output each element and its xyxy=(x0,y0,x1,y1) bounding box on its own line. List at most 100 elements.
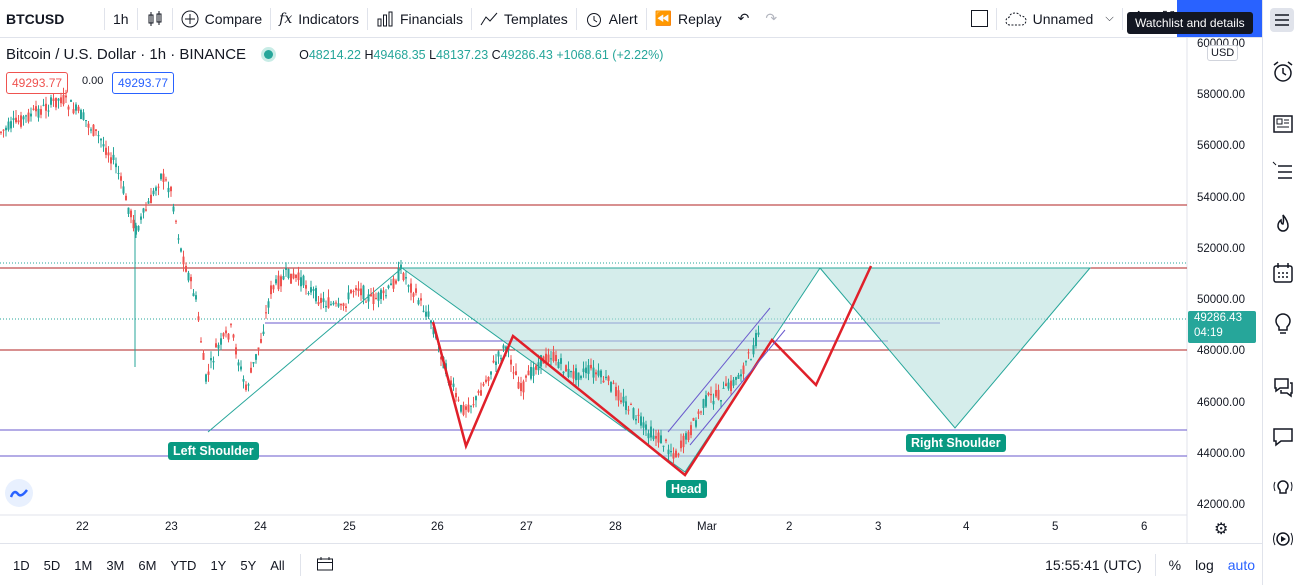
buy-price[interactable]: 49293.77 xyxy=(112,72,175,94)
compare-button[interactable]: Compare xyxy=(173,0,271,37)
divider xyxy=(270,7,272,30)
candle-body xyxy=(197,316,200,321)
lightbulb-icon[interactable] xyxy=(1272,313,1294,335)
chart-type-button[interactable] xyxy=(138,0,172,37)
candle-body xyxy=(747,352,750,354)
candle-body xyxy=(145,209,147,211)
open-key: O xyxy=(299,47,309,62)
currency-label[interactable]: USD xyxy=(1207,45,1239,61)
candle-body xyxy=(600,370,602,378)
divider xyxy=(1121,7,1123,30)
axis-settings-icon[interactable]: ⚙ xyxy=(1214,521,1229,538)
financials-button[interactable]: Financials xyxy=(368,0,471,37)
log-toggle[interactable]: log xyxy=(1195,557,1214,573)
candle-body xyxy=(540,355,542,367)
candle-body xyxy=(490,371,492,375)
templates-button[interactable]: Templates xyxy=(472,0,576,37)
candle-body xyxy=(177,238,180,240)
clock[interactable]: 15:55:41 (UTC) xyxy=(1045,557,1142,573)
candle-body xyxy=(632,408,635,419)
fullscreen-layout-button[interactable] xyxy=(963,0,996,37)
head-and-shoulders-pattern[interactable] xyxy=(207,267,1092,473)
candle-body xyxy=(127,207,130,214)
indicators-button[interactable]: fx Indicators xyxy=(271,0,367,37)
data-window-icon[interactable] xyxy=(1272,161,1294,183)
cloud-icon xyxy=(1005,11,1027,25)
watchlist-icon[interactable] xyxy=(1270,8,1294,32)
candle-body xyxy=(545,353,547,363)
candle-body xyxy=(315,288,317,302)
candle-body xyxy=(527,370,530,376)
range-button[interactable]: 1D xyxy=(13,557,30,573)
symbol-search[interactable]: BTCUSD xyxy=(0,0,104,37)
candle-body xyxy=(420,298,422,301)
close-key: C xyxy=(491,47,501,62)
tradingview-logo-icon[interactable] xyxy=(5,479,33,507)
range-button[interactable]: 1M xyxy=(74,557,93,573)
candle-body xyxy=(602,380,605,383)
alert-button[interactable]: Alert xyxy=(577,0,646,37)
candle-body xyxy=(672,453,675,459)
candle-body xyxy=(432,326,435,335)
candle-body xyxy=(292,273,295,279)
candle-body xyxy=(10,121,12,129)
range-button[interactable]: YTD xyxy=(170,557,197,573)
range-button[interactable]: 5D xyxy=(43,557,61,573)
candle-body xyxy=(735,377,737,380)
candle-body xyxy=(645,424,647,430)
time-tick-label: 23 xyxy=(165,521,178,533)
time-tick-label: Mar xyxy=(697,521,717,533)
date-range-button[interactable] xyxy=(309,556,341,575)
interval-button[interactable]: 1h xyxy=(105,0,137,37)
chats-icon[interactable] xyxy=(1272,376,1294,398)
candle-body xyxy=(65,95,67,98)
range-button[interactable]: 1Y xyxy=(210,557,227,573)
candle-body xyxy=(175,220,177,222)
auto-toggle[interactable]: auto xyxy=(1227,557,1255,573)
hotlist-icon[interactable] xyxy=(1272,213,1294,235)
candle-body xyxy=(285,268,287,270)
candle-body xyxy=(402,273,405,281)
right-shoulder-label: Right Shoulder xyxy=(906,434,1006,452)
alarm-clock-icon[interactable] xyxy=(1272,61,1294,83)
high-key: H xyxy=(364,47,374,62)
chart-pane[interactable]: Left Shoulder Head Right Shoulder xyxy=(0,38,1262,543)
candle-body xyxy=(457,399,460,401)
redo-button[interactable]: ↷ xyxy=(757,0,785,37)
candle-body xyxy=(210,358,212,361)
undo-button[interactable]: ↶ xyxy=(730,0,758,37)
chat-icon[interactable] xyxy=(1272,426,1294,448)
range-buttons: 1D 5D 1M 3M 6M YTD 1Y 5Y All xyxy=(6,558,292,573)
layout-menu[interactable]: Unnamed ⌵ xyxy=(997,0,1122,37)
candle-body xyxy=(80,109,82,120)
candle-body xyxy=(222,333,225,337)
range-button[interactable]: 5Y xyxy=(240,557,257,573)
candle-body xyxy=(37,108,40,118)
candle-body xyxy=(87,123,90,128)
candle-body xyxy=(217,344,220,349)
head-label: Head xyxy=(666,480,707,498)
candle-body xyxy=(107,152,110,156)
candle-body xyxy=(460,404,462,412)
sell-price[interactable]: 49293.77 xyxy=(6,72,69,94)
percent-toggle[interactable]: % xyxy=(1168,557,1182,573)
series-title[interactable]: Bitcoin / U.S. Dollar · 1h · BINANCE xyxy=(6,46,247,63)
streams-icon[interactable] xyxy=(1272,528,1294,550)
replay-button[interactable]: ⏪ Replay xyxy=(647,0,730,37)
range-button[interactable]: All xyxy=(270,557,285,573)
undo-icon: ↶ xyxy=(737,10,750,26)
low-value: 48137.23 xyxy=(436,47,489,62)
price-tick-label: 46000.00 xyxy=(1197,396,1245,409)
price-chart[interactable] xyxy=(0,38,1262,543)
news-icon[interactable] xyxy=(1272,113,1294,135)
trend-drawings[interactable] xyxy=(431,265,873,477)
candle-body xyxy=(360,288,362,296)
candle-body xyxy=(255,354,257,360)
candle-body xyxy=(242,379,245,382)
range-button[interactable]: 3M xyxy=(106,557,125,573)
candle-body xyxy=(422,310,425,312)
ideas-stream-icon[interactable] xyxy=(1272,477,1294,499)
candle-body xyxy=(45,103,47,111)
calendar-icon[interactable] xyxy=(1272,262,1294,284)
range-button[interactable]: 6M xyxy=(138,557,157,573)
